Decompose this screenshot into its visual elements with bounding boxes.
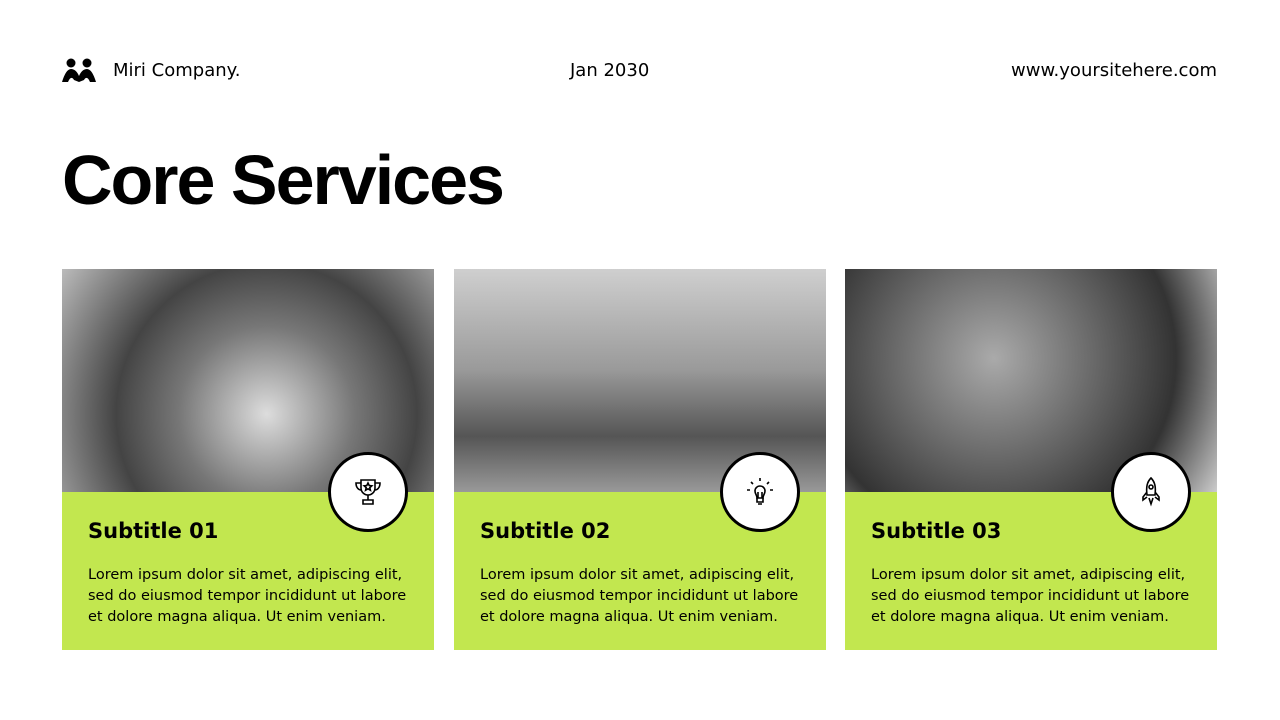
website-link[interactable]: www.yoursitehere.com [1011,60,1217,81]
people-logo-icon [62,58,96,82]
card-subtitle: Subtitle 02 [480,519,611,543]
trophy-icon [328,452,408,532]
card-subtitle: Subtitle 01 [88,519,219,543]
card-body: Lorem ipsum dolor sit amet, adipiscing e… [480,567,799,625]
date: Jan 2030 [570,60,650,81]
brand-name: Miri Company. [113,60,241,81]
card-body: Lorem ipsum dolor sit amet, adipiscing e… [871,567,1190,625]
rocket-icon [1111,452,1191,532]
lightbulb-icon [720,452,800,532]
card-subtitle: Subtitle 03 [871,519,1002,543]
service-card-3: Subtitle 03 Lorem ipsum dolor sit amet, … [845,269,1217,650]
service-card-1: Subtitle 01 Lorem ipsum dolor sit amet, … [62,269,434,650]
card-body: Lorem ipsum dolor sit amet, adipiscing e… [88,567,407,625]
page-title: Core Services [62,141,505,219]
service-card-2: Subtitle 02 Lorem ipsum dolor sit amet, … [454,269,826,650]
